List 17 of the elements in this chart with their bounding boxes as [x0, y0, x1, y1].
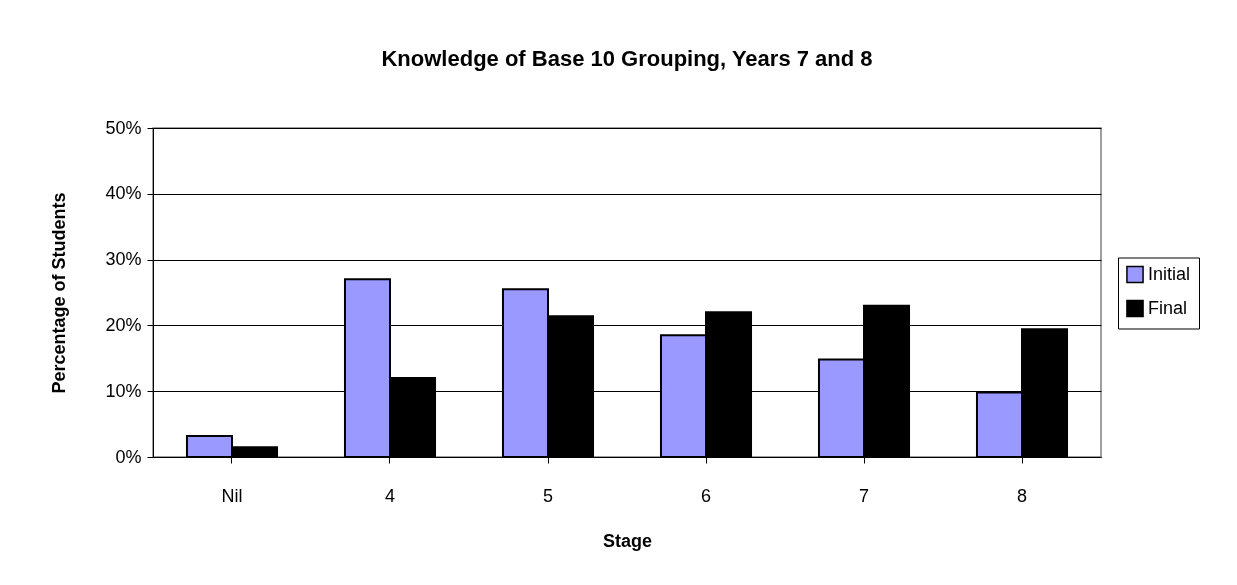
y-tick-label: 20%: [105, 314, 142, 335]
y-tick-label: 30%: [105, 249, 142, 270]
legend-label: Initial: [1148, 263, 1191, 284]
x-tick-label: Nil: [221, 485, 243, 506]
y-tick-label: 10%: [105, 380, 142, 401]
y-tick-label: 50%: [105, 117, 142, 138]
y-tick-label: 0%: [115, 446, 142, 467]
x-tick-label: 5: [542, 485, 554, 506]
y-tick-label: 40%: [105, 183, 142, 204]
x-tick-label: 8: [1016, 485, 1028, 506]
x-tick-label: 6: [700, 485, 712, 506]
x-tick-label: 7: [858, 485, 870, 506]
y-axis-title: Percentage of Students: [49, 192, 70, 394]
legend-label: Final: [1148, 297, 1188, 318]
chart-title: Knowledge of Base 10 Grouping, Years 7 and 8: [381, 46, 873, 71]
x-axis-title: Stage: [602, 530, 653, 551]
x-tick-label: 4: [384, 485, 396, 506]
